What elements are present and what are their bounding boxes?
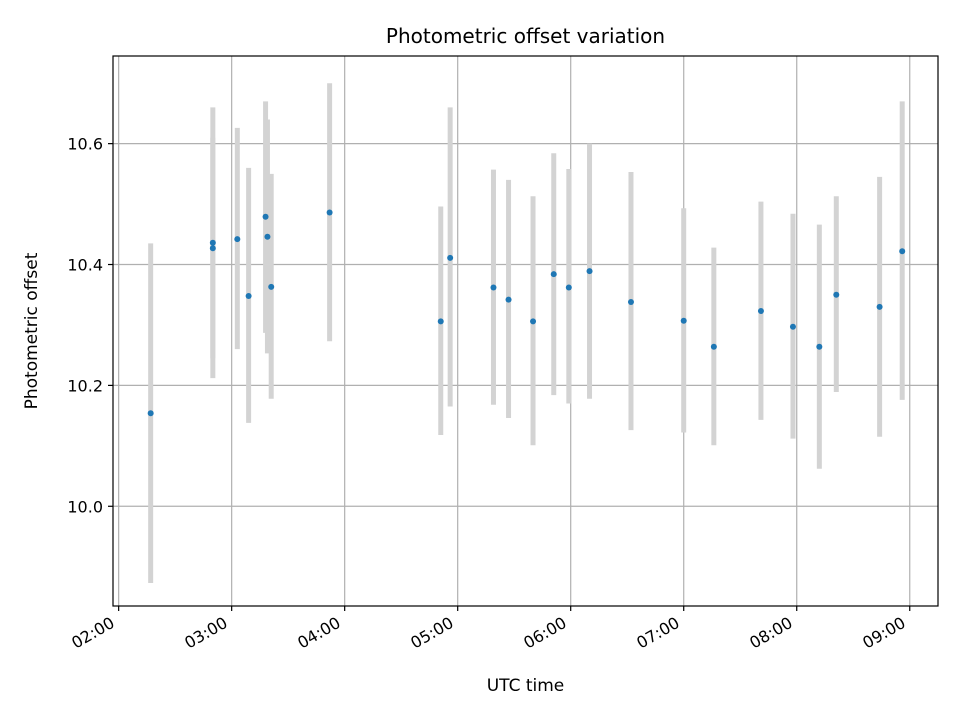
data-point — [680, 317, 687, 324]
y-axis-label: Photometric offset — [22, 252, 42, 409]
error-bars — [148, 83, 905, 584]
y-tick-label: 10.6 — [67, 135, 103, 154]
x-tick-label: 06:00 — [520, 613, 569, 653]
data-point — [264, 233, 271, 240]
data-point — [268, 283, 275, 290]
data-point — [586, 268, 593, 275]
y-axis-ticks: 10.0 10.2 10.4 10.6 — [67, 135, 113, 516]
data-point — [789, 323, 796, 330]
data-points — [147, 209, 906, 417]
data-point — [833, 291, 840, 298]
data-point — [899, 248, 906, 255]
x-tick-label: 09:00 — [859, 613, 908, 653]
data-point — [565, 284, 572, 291]
data-point — [550, 271, 557, 278]
y-tick-label: 10.2 — [67, 376, 103, 395]
data-point — [876, 303, 883, 310]
data-point — [505, 296, 512, 303]
y-tick-label: 10.4 — [67, 256, 103, 275]
chart-title: Photometric offset variation — [386, 24, 665, 48]
data-point — [209, 239, 216, 246]
data-point — [262, 213, 269, 220]
data-point — [437, 318, 444, 325]
x-tick-label: 07:00 — [633, 613, 682, 653]
data-point — [490, 284, 497, 291]
x-tick-label: 04:00 — [294, 613, 343, 653]
data-point — [147, 410, 154, 417]
data-point — [627, 298, 634, 305]
x-tick-label: 08:00 — [746, 613, 795, 653]
data-point — [816, 343, 823, 350]
y-tick-label: 10.0 — [67, 497, 103, 516]
data-point — [245, 292, 252, 299]
data-point — [209, 245, 216, 252]
x-tick-label: 03:00 — [181, 613, 230, 653]
x-tick-label: 02:00 — [68, 613, 117, 653]
data-point — [530, 318, 537, 325]
data-point — [234, 236, 241, 243]
x-tick-label: 05:00 — [407, 613, 456, 653]
x-axis-label: UTC time — [487, 676, 565, 696]
data-point — [757, 308, 764, 315]
data-point — [710, 343, 717, 350]
data-point — [447, 254, 454, 261]
data-point — [326, 209, 333, 216]
plot-frame — [112, 55, 939, 607]
x-axis-ticks: 02:00 03:00 04:00 05:00 06:00 07:00 08:00 09:00 — [68, 606, 911, 653]
